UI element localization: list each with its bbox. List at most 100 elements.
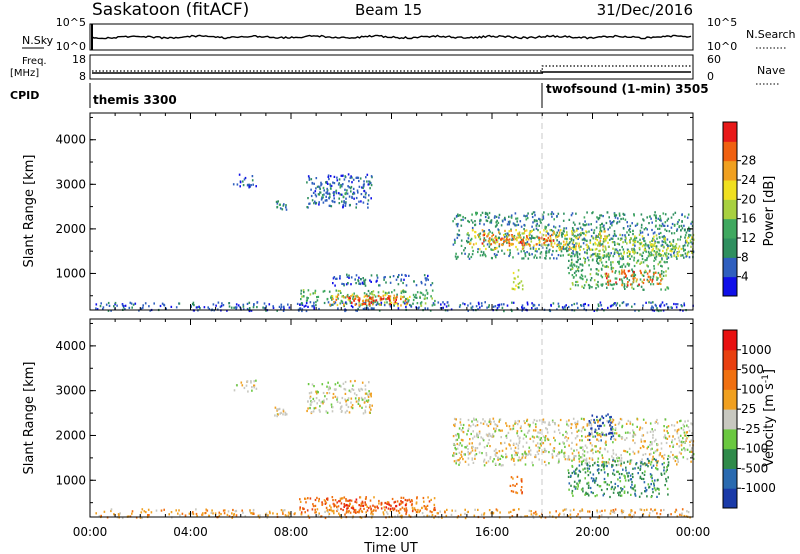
echo-cell xyxy=(615,282,618,286)
echo-cell xyxy=(550,243,553,246)
echo-cell xyxy=(426,277,428,280)
echo-cell xyxy=(655,255,658,258)
echo-cell xyxy=(249,509,251,512)
echo-cell xyxy=(375,299,378,302)
echo-cell xyxy=(389,295,392,298)
nave-tick-bottom: 0 xyxy=(707,70,714,83)
echo-cell xyxy=(522,240,525,243)
echo-cell xyxy=(236,384,238,387)
echo-cell xyxy=(516,491,519,495)
echo-cell xyxy=(403,290,406,293)
echo-cell xyxy=(363,507,365,510)
echo-cell xyxy=(588,461,591,464)
echo-cell xyxy=(560,250,563,253)
echo-cell xyxy=(507,220,510,223)
echo-cell xyxy=(357,400,359,403)
echo-cell xyxy=(676,257,678,260)
echo-cell xyxy=(339,499,342,502)
echo-cell xyxy=(629,420,632,423)
echo-cell xyxy=(649,463,652,466)
echo-cell xyxy=(596,255,598,258)
echo-cell xyxy=(347,298,350,301)
echo-cell xyxy=(242,511,244,514)
echo-cell xyxy=(657,277,659,280)
echo-cell xyxy=(549,514,551,517)
echo-cell xyxy=(252,508,255,512)
echo-cell xyxy=(579,470,582,473)
echo-cell xyxy=(472,423,475,426)
echo-cell xyxy=(589,449,592,452)
echo-cell xyxy=(680,247,683,251)
echo-cell xyxy=(568,488,570,491)
echo-cell xyxy=(583,232,585,235)
echo-cell xyxy=(602,248,604,251)
echo-cell xyxy=(226,513,229,516)
echo-cell xyxy=(621,301,624,305)
echo-cell xyxy=(639,262,641,265)
echo-cell xyxy=(456,438,459,441)
echo-cell xyxy=(342,382,345,385)
echo-cell xyxy=(624,240,627,243)
echo-cell xyxy=(300,292,302,295)
echo-cell xyxy=(348,504,350,507)
echo-cell xyxy=(314,289,317,292)
echo-cell xyxy=(339,185,342,188)
echo-cell xyxy=(380,297,382,300)
echo-cell xyxy=(626,472,628,475)
echo-cell xyxy=(524,215,527,218)
echo-cell xyxy=(545,234,547,237)
echo-cell xyxy=(364,299,367,302)
echo-cell xyxy=(601,268,603,271)
echo-cell xyxy=(593,252,595,256)
echo-cell xyxy=(539,220,542,223)
echo-cell xyxy=(342,195,345,198)
echo-cell xyxy=(572,252,574,255)
echo-cell xyxy=(455,459,458,462)
echo-cell xyxy=(641,254,644,258)
echo-cell xyxy=(621,279,624,282)
echo-cell xyxy=(639,465,642,468)
nave-tick-top: 60 xyxy=(707,53,721,66)
echo-cell xyxy=(551,233,553,237)
echo-cell xyxy=(467,418,470,422)
echo-cell xyxy=(362,302,364,305)
echo-cell xyxy=(469,438,471,441)
echo-cell xyxy=(313,400,316,403)
echo-cell xyxy=(397,509,400,513)
echo-cell xyxy=(474,424,477,428)
echo-cell xyxy=(367,399,370,402)
echo-cell xyxy=(548,462,550,465)
echo-cell xyxy=(586,278,588,281)
echo-cell xyxy=(681,512,683,515)
echo-cell xyxy=(364,284,367,287)
echo-cell xyxy=(638,233,641,236)
echo-cell xyxy=(265,305,267,308)
echo-cell xyxy=(455,215,458,218)
echo-cell xyxy=(358,276,360,279)
colorbar-swatch xyxy=(723,389,737,410)
echo-cell xyxy=(352,192,354,196)
echo-cell xyxy=(652,275,655,278)
echo-cell xyxy=(603,250,606,253)
echo-cell xyxy=(671,441,673,444)
echo-cell xyxy=(658,492,660,495)
echo-cell xyxy=(413,295,416,299)
echo-cell xyxy=(634,224,637,227)
echo-cell xyxy=(533,418,536,422)
freq-trace xyxy=(92,71,691,74)
echo-cell xyxy=(370,512,372,515)
echo-cell xyxy=(603,434,606,437)
echo-cell xyxy=(350,283,352,286)
echo-cell xyxy=(337,505,340,508)
echo-cell xyxy=(323,301,326,305)
echo-cell xyxy=(445,305,448,308)
echo-cell xyxy=(673,424,676,427)
echo-cell xyxy=(606,465,608,468)
echo-cell xyxy=(610,415,612,419)
echo-cell xyxy=(234,306,237,309)
echo-cell xyxy=(440,303,442,306)
echo-cell xyxy=(311,182,314,185)
echo-cell xyxy=(482,418,484,421)
echo-cell xyxy=(353,197,355,200)
echo-cell xyxy=(564,458,567,461)
